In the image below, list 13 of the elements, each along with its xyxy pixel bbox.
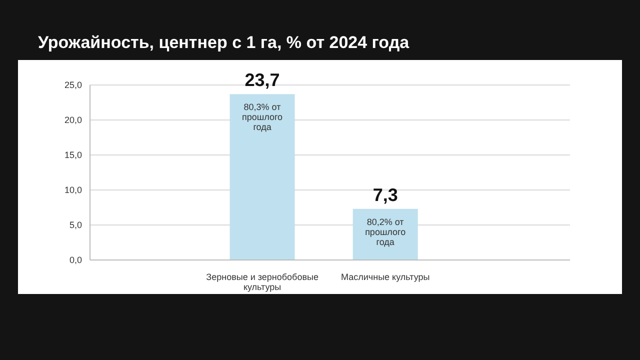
y-tick-label: 0,0 — [69, 255, 82, 266]
annotation: 80,2% от прошлого года — [365, 216, 406, 247]
chart-title: Урожайность, центнер с 1 га, % от 2024 года — [38, 33, 410, 53]
x-tick-label: Масличные культуры — [341, 272, 430, 282]
y-tick-label: 20,0 — [64, 115, 82, 126]
x-tick-label: Зерновые и зернобобовые культуры — [206, 272, 318, 292]
y-tick-label: 25,0 — [64, 80, 82, 90]
data-label: 23,7 — [244, 70, 280, 90]
y-tick-label: 10,0 — [64, 185, 82, 196]
data-label: 7,3 — [372, 184, 398, 205]
y-tick-label: 15,0 — [64, 150, 82, 160]
annotation: 80,3% от прошлого года — [242, 102, 283, 132]
y-tick-label: 5,0 — [69, 220, 82, 230]
